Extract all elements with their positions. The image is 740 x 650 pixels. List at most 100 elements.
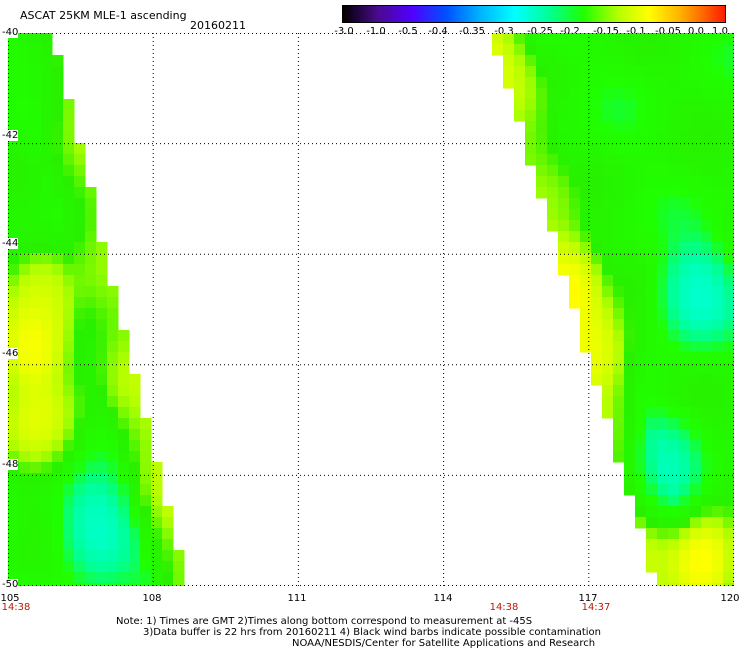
swath-cell: [668, 231, 680, 243]
swath-cell: [140, 517, 152, 529]
swath-cell: [74, 462, 86, 474]
swath-cell: [74, 418, 86, 430]
swath-cell: [591, 198, 603, 210]
swath-cell: [712, 264, 724, 276]
swath-cell: [723, 231, 734, 243]
swath-cell: [657, 209, 669, 221]
swath-cell: [30, 286, 42, 298]
swath-cell: [41, 66, 53, 78]
swath-cell: [723, 297, 734, 309]
swath-cell: [613, 286, 625, 298]
swath-cell: [668, 209, 680, 221]
swath-cell: [569, 143, 581, 155]
swath-cell: [140, 451, 152, 463]
swath-cell: [624, 165, 636, 177]
swath-cell: [536, 143, 548, 155]
swath-cell: [602, 77, 614, 89]
swath-cell: [657, 231, 669, 243]
swath-cell: [668, 330, 680, 342]
swath-cell: [701, 363, 713, 375]
swath-cell: [712, 418, 724, 430]
swath-cell: [679, 165, 691, 177]
swath-cell: [723, 187, 734, 199]
swath-cell: [107, 330, 119, 342]
swath-cell: [558, 143, 570, 155]
swath-cell: [580, 132, 592, 144]
swath-cell: [41, 242, 53, 254]
swath-cell: [690, 44, 702, 56]
swath-cell: [74, 374, 86, 386]
swath-cell: [602, 143, 614, 155]
swath-cell: [646, 297, 658, 309]
swath-cell: [8, 561, 20, 573]
color-scale-label: -0.1: [626, 26, 646, 37]
swath-cell: [63, 385, 75, 397]
swath-cell: [701, 132, 713, 144]
swath-cell: [558, 66, 570, 78]
swath-cell: [30, 572, 42, 584]
swath-cell: [712, 473, 724, 485]
swath-cell: [646, 319, 658, 331]
swath-cell: [96, 363, 108, 375]
swath-cell: [624, 176, 636, 188]
swath-cell: [657, 33, 669, 45]
swath-cell: [613, 99, 625, 111]
swath-cell: [657, 572, 669, 584]
swath-cell: [635, 462, 647, 474]
swath-cell: [580, 66, 592, 78]
swath-cell: [569, 132, 581, 144]
swath-cell: [613, 297, 625, 309]
swath-cell: [657, 396, 669, 408]
swath-cell: [679, 55, 691, 67]
swath-cell: [624, 385, 636, 397]
swath-cell: [558, 253, 570, 265]
swath-cell: [173, 561, 185, 573]
swath-cell: [8, 176, 20, 188]
swath-cell: [107, 297, 119, 309]
swath-cell: [558, 154, 570, 166]
color-scale-label: -3.0: [334, 26, 354, 37]
swath-cell: [140, 506, 152, 518]
swath-cell: [41, 33, 53, 45]
swath-cell: [8, 396, 20, 408]
swath-cell: [30, 264, 42, 276]
lat-label: -40: [2, 27, 19, 38]
swath-cell: [712, 176, 724, 188]
swath-cell: [547, 99, 559, 111]
swath-cell: [41, 154, 53, 166]
swath-cell: [525, 132, 537, 144]
swath-cell: [657, 528, 669, 540]
mle-swath-map: [8, 33, 734, 586]
swath-cell: [85, 231, 97, 243]
swath-cell: [635, 154, 647, 166]
swath-cell: [712, 66, 724, 78]
swath-cell: [591, 253, 603, 265]
swath-cell: [118, 528, 130, 540]
swath-cell: [580, 33, 592, 45]
swath-cell: [536, 55, 548, 67]
swath-cell: [668, 385, 680, 397]
swath-cell: [118, 550, 130, 562]
swath-cell: [723, 319, 734, 331]
swath-cell: [162, 506, 174, 518]
swath-cell: [635, 418, 647, 430]
swath-cell: [624, 121, 636, 133]
swath-cell: [690, 121, 702, 133]
swath-cell: [74, 341, 86, 353]
swath-cell: [701, 33, 713, 45]
swath-cell: [690, 77, 702, 89]
swath-cell: [52, 242, 64, 254]
swath-cell: [723, 583, 734, 586]
swath-cell: [602, 198, 614, 210]
swath-cell: [52, 539, 64, 551]
swath-cell: [8, 187, 20, 199]
swath-cell: [635, 506, 647, 518]
swath-cell: [657, 143, 669, 155]
swath-cell: [96, 506, 108, 518]
swath-cell: [690, 275, 702, 287]
swath-cell: [690, 462, 702, 474]
swath-cell: [569, 297, 581, 309]
swath-cell: [41, 88, 53, 100]
swath-cell: [723, 561, 734, 573]
swath-cell: [19, 396, 31, 408]
